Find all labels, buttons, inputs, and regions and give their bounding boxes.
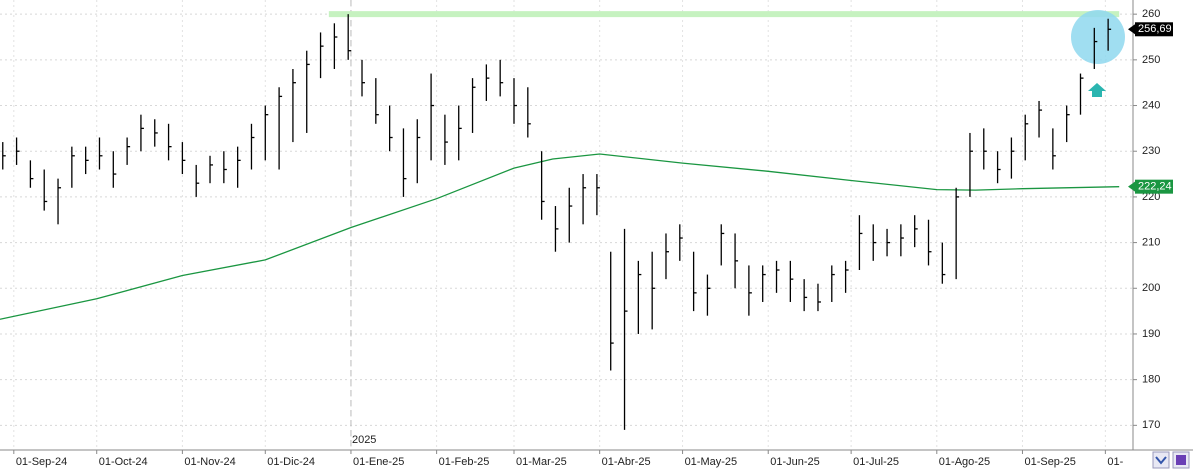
x-tick-label: 01-Feb-25: [439, 456, 490, 468]
y-tick-label: 220: [1142, 191, 1160, 203]
price-tag-pointer: [1128, 24, 1135, 35]
highlight-circle: [1071, 10, 1125, 64]
y-tick-label: 260: [1142, 8, 1160, 20]
y-tick-label: 170: [1142, 419, 1160, 431]
x-tick-label: 01-Mar-25: [516, 456, 567, 468]
x-tick-label: 01-May-25: [685, 456, 738, 468]
y-tick-label: 190: [1142, 328, 1160, 340]
x-tick-label: 01-Ago-25: [939, 456, 990, 468]
ma-tag-pointer: [1128, 181, 1135, 192]
x-tick-label: 01-Oct-24: [99, 456, 148, 468]
price-tag-label: 256,69: [1138, 23, 1172, 35]
x-tick-label: 01-Sep-24: [16, 456, 67, 468]
toolbar-button[interactable]: [1152, 451, 1170, 469]
x-tick-label: 01-Nov-24: [184, 456, 235, 468]
x-tick-label: 01-Jun-25: [770, 456, 820, 468]
y-tick-label: 240: [1142, 99, 1160, 111]
y-tick-label: 180: [1142, 374, 1160, 386]
x-tick-label: 01-Ene-25: [353, 456, 404, 468]
ma-tag-label: 222,24: [1138, 181, 1172, 193]
y-tick-label: 250: [1142, 54, 1160, 66]
x-tick-label: 01-Sep-25: [1024, 456, 1075, 468]
x-tick-label: 01-: [1107, 456, 1123, 468]
year-label: 2025: [352, 434, 376, 446]
x-tick-label: 01-Dic-24: [267, 456, 315, 468]
y-tick-label: 230: [1142, 145, 1160, 157]
y-tick-label: 210: [1142, 236, 1160, 248]
x-tick-label: 01-Abr-25: [602, 456, 651, 468]
save-icon: [1176, 455, 1186, 465]
collapse-icon: [1155, 456, 1167, 465]
y-tick-label: 200: [1142, 282, 1160, 294]
up-arrow: [1088, 83, 1106, 97]
price-tag-box: [1135, 22, 1173, 37]
x-tick-label: 01-Jul-25: [853, 456, 899, 468]
ma-tag-box: [1135, 179, 1173, 194]
